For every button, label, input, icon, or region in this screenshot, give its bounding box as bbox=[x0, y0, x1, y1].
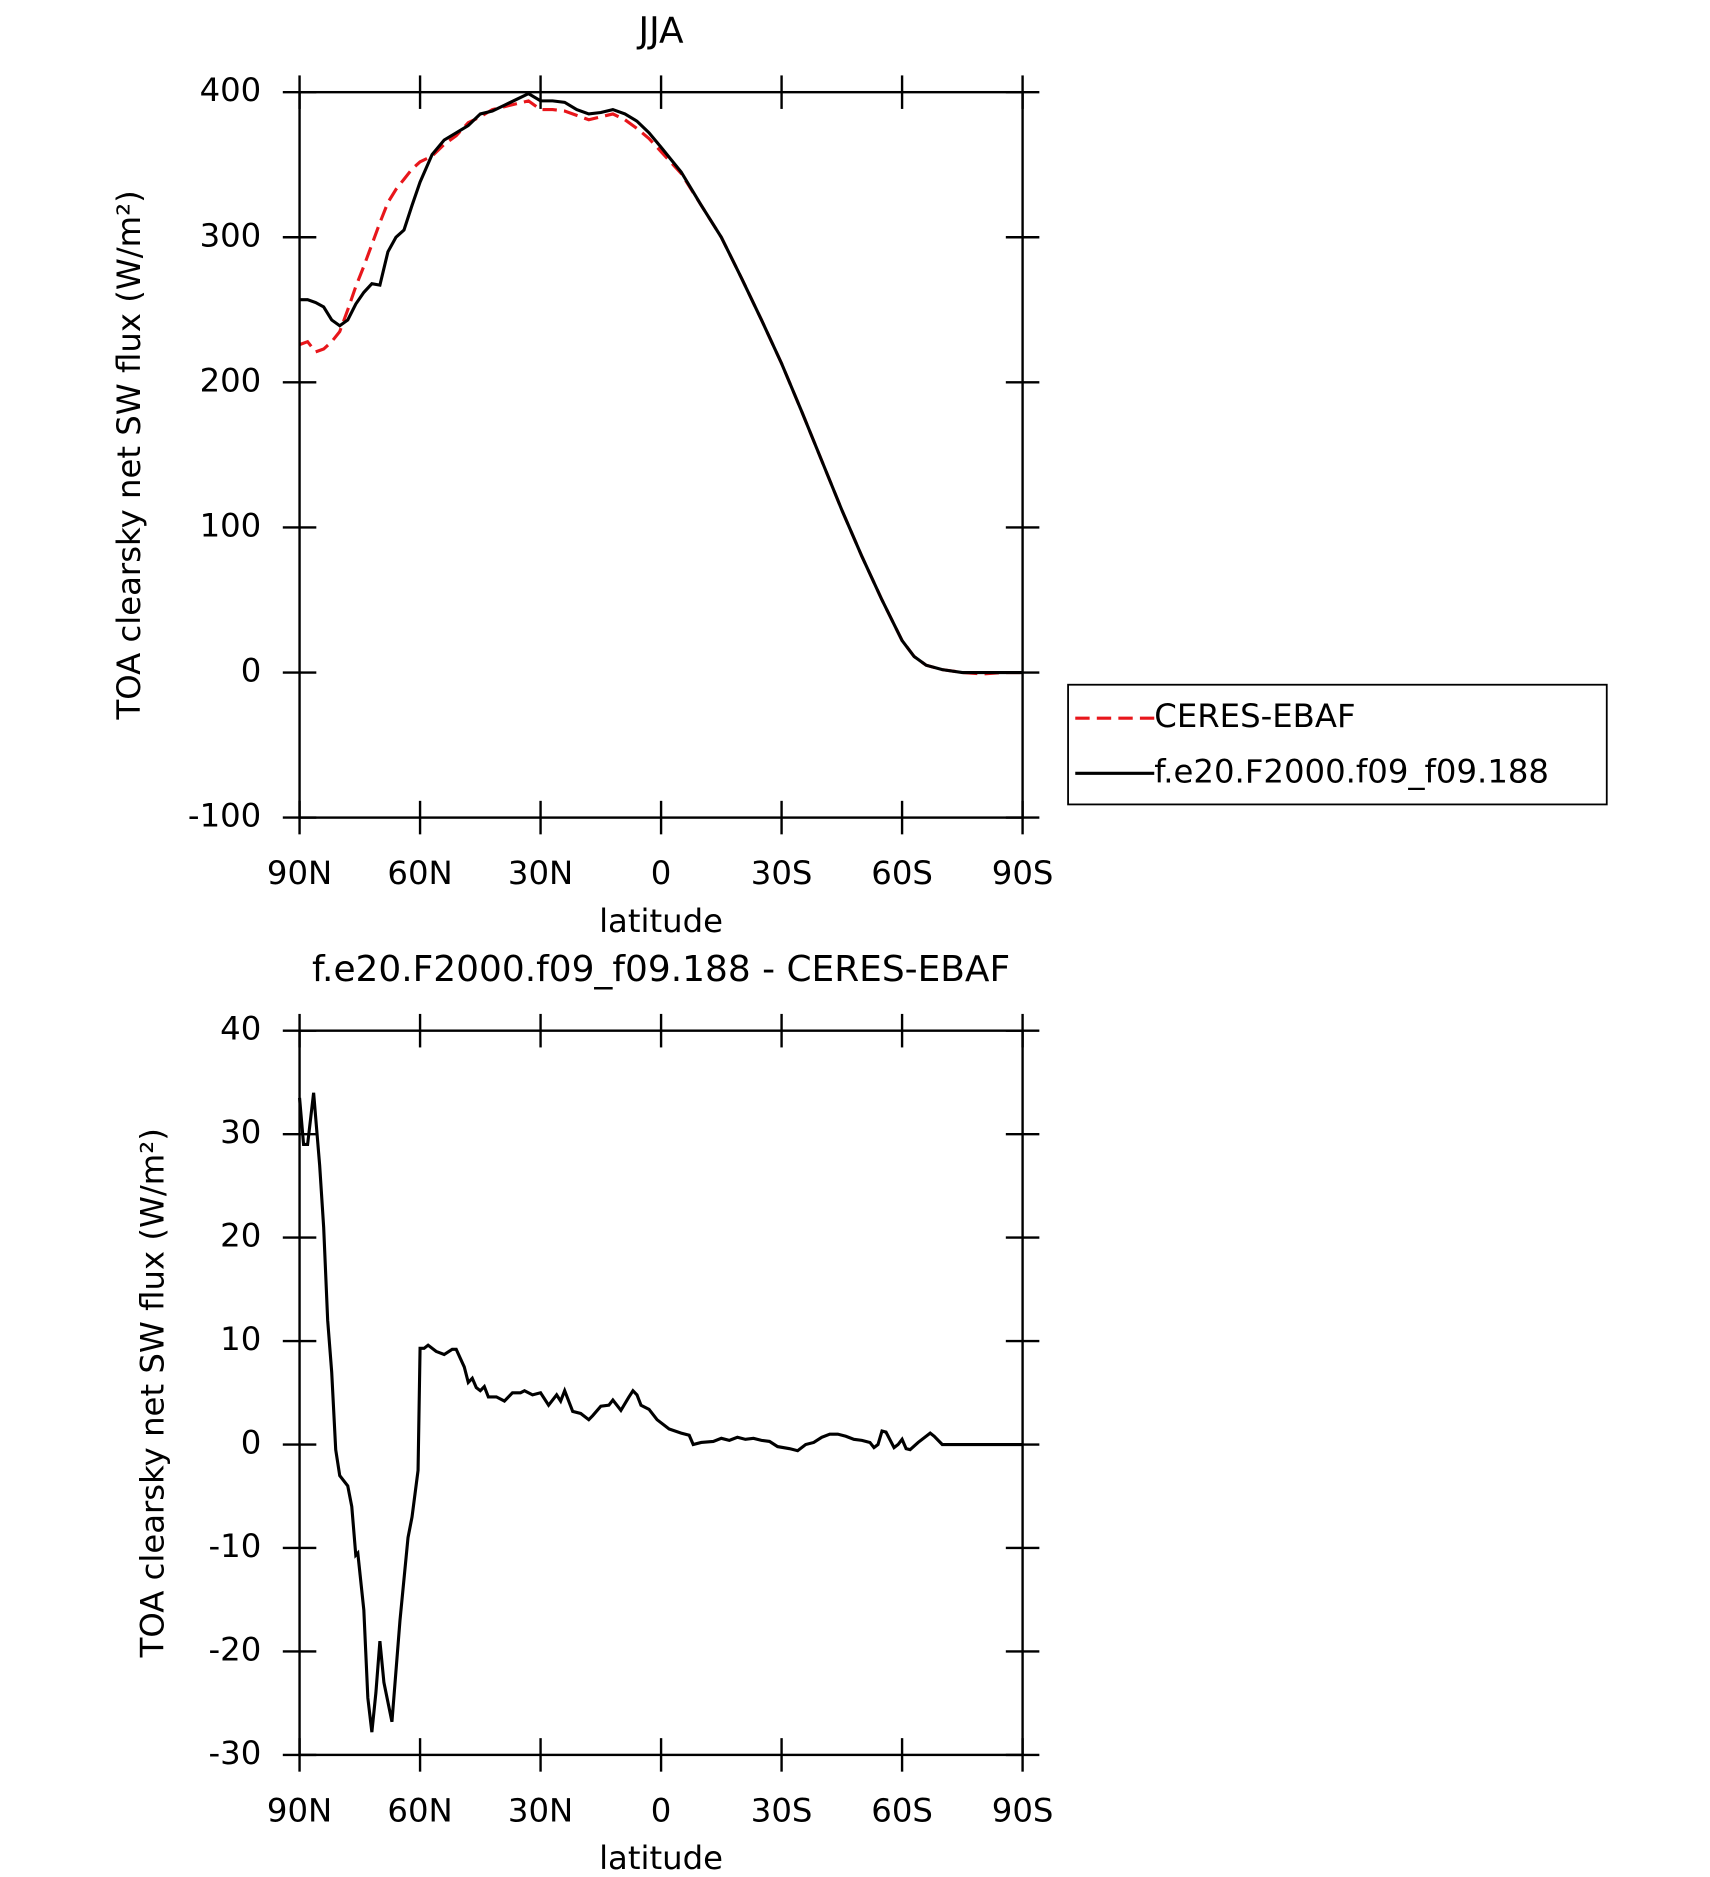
x-tick-label: 60S bbox=[871, 854, 933, 892]
legend-label: f.e20.F2000.f09_f09.188 bbox=[1154, 752, 1549, 790]
y-tick-label: 10 bbox=[220, 1320, 261, 1358]
y-tick-label: 100 bbox=[200, 506, 262, 544]
y-tick-label: 0 bbox=[241, 1424, 262, 1462]
x-tick-label: 90S bbox=[992, 854, 1054, 892]
plot-frame bbox=[298, 1029, 1024, 1757]
y-tick-label: 20 bbox=[220, 1217, 261, 1255]
x-tick-label: 30N bbox=[508, 854, 573, 892]
y-tick-label: 0 bbox=[241, 652, 262, 690]
x-axis-label: latitude bbox=[599, 1839, 723, 1877]
x-tick-label: 90N bbox=[267, 1791, 332, 1829]
x-tick-label: 0 bbox=[651, 854, 672, 892]
x-axis-label: latitude bbox=[599, 902, 723, 940]
x-tick-label: 0 bbox=[651, 1791, 672, 1829]
y-tick-label: -10 bbox=[208, 1527, 261, 1565]
x-tick-label: 60N bbox=[387, 854, 452, 892]
y-tick-label: -100 bbox=[188, 797, 261, 835]
x-tick-label: 30S bbox=[751, 1791, 813, 1829]
data-line bbox=[299, 91, 1023, 675]
y-tick-label: 200 bbox=[200, 361, 262, 399]
legend-box bbox=[1067, 683, 1608, 806]
x-tick-label: 90S bbox=[992, 1791, 1054, 1829]
y-tick-label: 300 bbox=[200, 216, 262, 254]
y-tick-label: 40 bbox=[220, 1010, 261, 1048]
plot-frame bbox=[298, 90, 1024, 819]
x-tick-label: 30S bbox=[751, 854, 813, 892]
y-tick-label: 30 bbox=[220, 1113, 261, 1151]
x-tick-label: 90N bbox=[267, 854, 332, 892]
y-tick-label: -20 bbox=[208, 1630, 261, 1668]
chart-title: JJA bbox=[637, 10, 685, 51]
x-tick-label: 60S bbox=[871, 1791, 933, 1829]
data-line bbox=[299, 99, 1023, 676]
chart-title: f.e20.F2000.f09_f09.188 - CERES-EBAF bbox=[312, 949, 1010, 990]
x-tick-label: 60N bbox=[387, 1791, 452, 1829]
y-tick-label: 400 bbox=[200, 71, 262, 109]
x-tick-label: 30N bbox=[508, 1791, 573, 1829]
data-line bbox=[298, 1092, 1023, 1733]
legend-label: CERES-EBAF bbox=[1154, 697, 1355, 735]
y-tick-label: -30 bbox=[208, 1734, 261, 1772]
y-axis-label: TOA clearsky net SW flux (W/m²) bbox=[110, 190, 148, 720]
y-axis-label: TOA clearsky net SW flux (W/m²) bbox=[134, 1128, 172, 1658]
